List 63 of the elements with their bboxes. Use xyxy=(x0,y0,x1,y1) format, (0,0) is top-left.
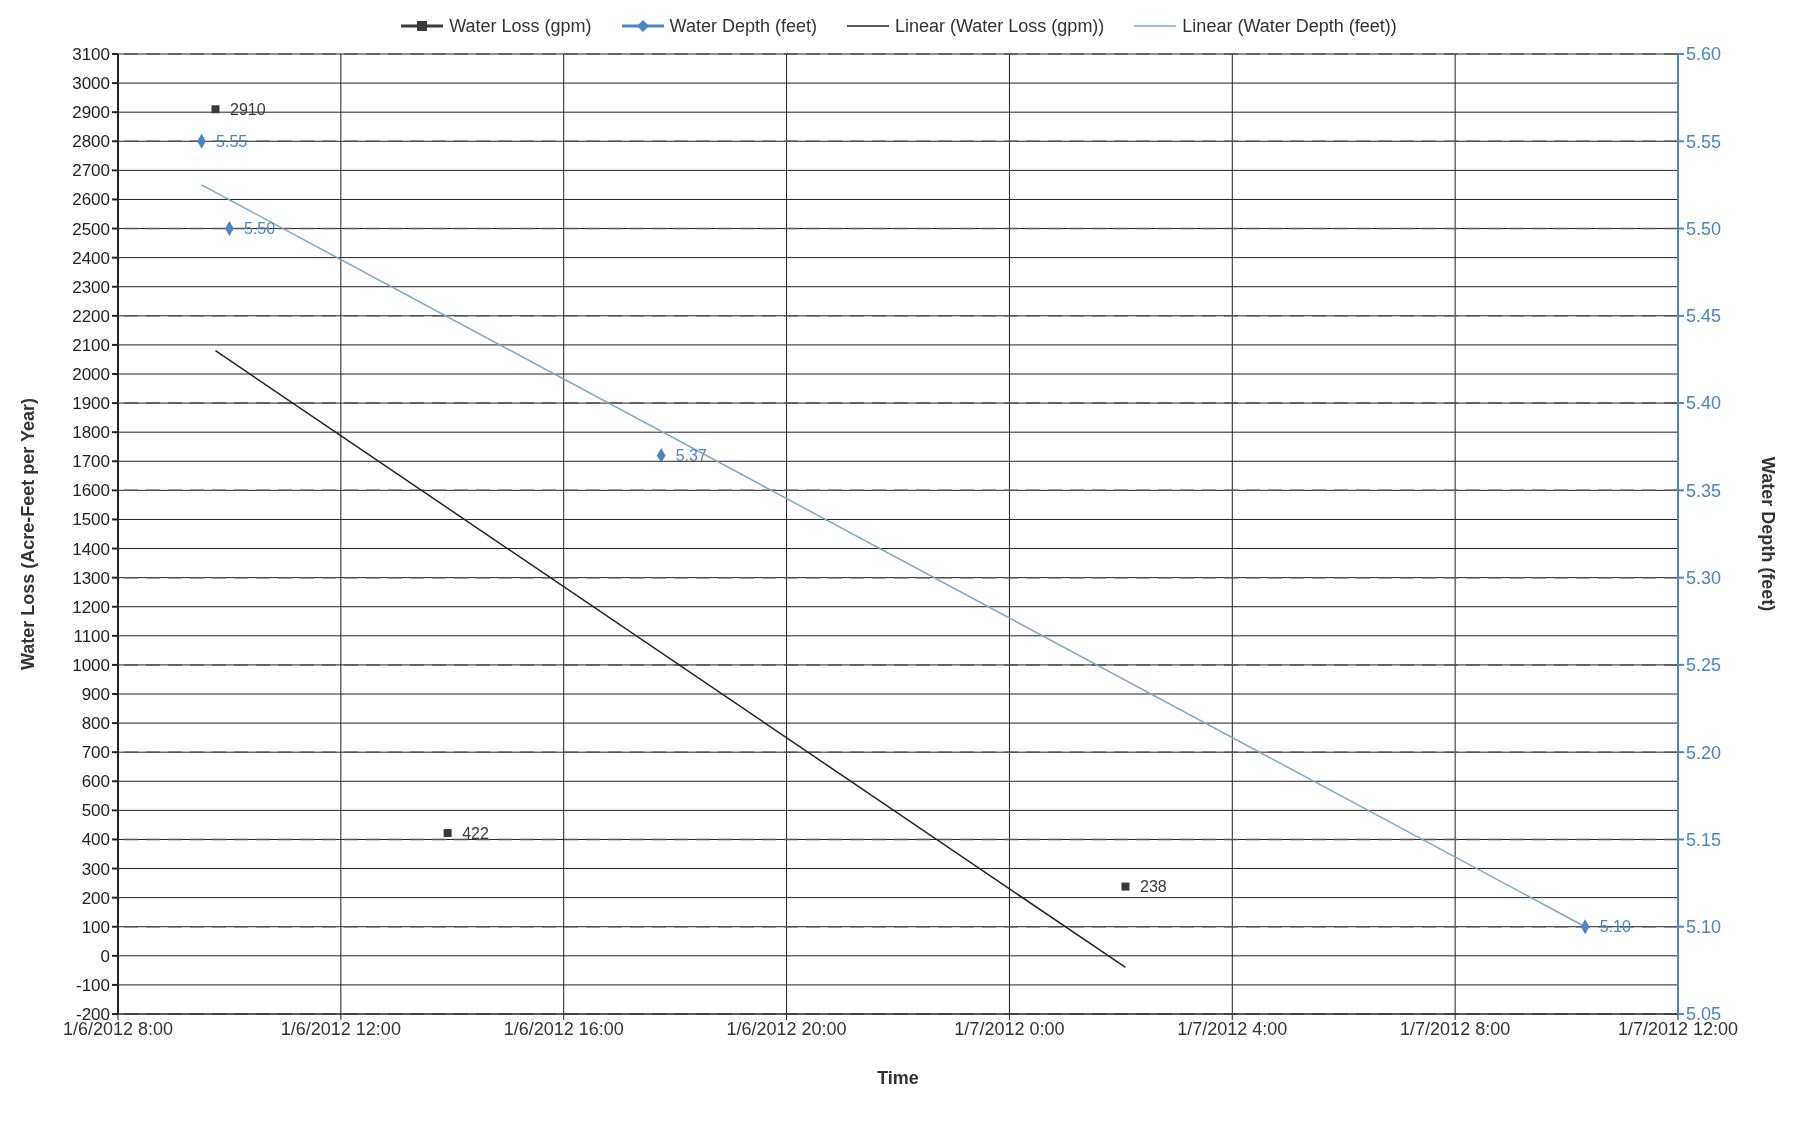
y-axis-title: Water Loss (Acre-Feet per Year) xyxy=(18,397,39,671)
y-tick-label: 600 xyxy=(81,772,110,792)
y-tick-label: 0 xyxy=(100,946,110,966)
y-tick-label: 2000 xyxy=(72,365,110,385)
legend-label: Linear (Water Depth (feet)) xyxy=(1181,15,1397,37)
x-axis-title: Time xyxy=(877,1068,919,1088)
y-tick-label: -100 xyxy=(75,975,110,995)
y-tick-label: 3000 xyxy=(72,74,110,94)
y2-tick-label: 5.20 xyxy=(1686,742,1722,763)
legend-label: Water Loss (gpm) xyxy=(448,15,592,37)
x-tick-label: 1/7/2012 4:00 xyxy=(1177,1018,1288,1039)
y2-tick-label: 5.35 xyxy=(1686,480,1722,501)
legend-label: Linear (Water Loss (gpm)) xyxy=(893,15,1105,37)
y-tick-label: 2100 xyxy=(72,335,110,355)
data-label: 238 xyxy=(1140,878,1167,896)
legend-label: Water Depth (feet) xyxy=(668,15,817,37)
y2-tick-label: 5.10 xyxy=(1686,917,1722,938)
y-tick-label: 2600 xyxy=(72,190,110,210)
x-tick-label: 1/7/2012 8:00 xyxy=(1400,1018,1511,1039)
y2-axis-title: Water Depth (feet) xyxy=(1757,456,1778,612)
point xyxy=(211,105,220,114)
y-tick-label: 700 xyxy=(81,743,110,763)
y-tick-label: 1200 xyxy=(72,597,110,617)
y-tick-label: 2300 xyxy=(72,277,110,297)
y-tick-label: 2200 xyxy=(72,306,110,326)
data-label: 422 xyxy=(462,824,489,842)
y2-tick-label: 5.45 xyxy=(1686,306,1722,327)
y-tick-label: 1400 xyxy=(72,539,110,559)
y-tick-label: 900 xyxy=(81,685,110,705)
y-tick-label: 2500 xyxy=(72,219,110,239)
x-tick-label: 1/6/2012 12:00 xyxy=(280,1018,401,1039)
y-tick-label: 1600 xyxy=(72,481,110,501)
y-tick-label: 1700 xyxy=(72,452,110,472)
x-tick-label: 1/7/2012 0:00 xyxy=(954,1018,1065,1039)
y-tick-label: 100 xyxy=(81,917,110,937)
y2-tick-label: 5.25 xyxy=(1686,655,1722,676)
y-tick-label: 1100 xyxy=(73,626,110,646)
y-tick-label: 2900 xyxy=(72,103,110,123)
y-tick-label: 800 xyxy=(81,714,110,734)
y-tick-label: 1900 xyxy=(72,394,110,414)
y2-tick-label: 5.30 xyxy=(1686,568,1722,589)
y-tick-label: 500 xyxy=(81,801,110,821)
y-tick-label: 400 xyxy=(81,830,110,850)
y-tick-label: 2800 xyxy=(72,132,110,152)
y-tick-label: 2400 xyxy=(72,248,110,268)
y-tick-label: 1500 xyxy=(72,510,110,530)
y-tick-label: 3100 xyxy=(72,45,110,65)
y-tick-label: 200 xyxy=(81,888,110,908)
y2-tick-label: 5.55 xyxy=(1686,131,1722,152)
point xyxy=(443,829,452,838)
y2-tick-label: 5.60 xyxy=(1686,44,1722,65)
y2-tick-label: 5.50 xyxy=(1686,218,1722,239)
y-tick-label: 1300 xyxy=(72,568,110,588)
y-tick-label: 2700 xyxy=(72,161,110,181)
y2-tick-label: 5.40 xyxy=(1686,393,1722,414)
y-tick-label: 300 xyxy=(81,859,110,879)
point xyxy=(1121,882,1130,891)
y-tick-label: 1800 xyxy=(72,423,110,443)
y2-tick-label: 5.15 xyxy=(1686,829,1722,850)
x-tick-label: 1/6/2012 16:00 xyxy=(503,1018,624,1039)
x-tick-label: 1/6/2012 20:00 xyxy=(726,1018,847,1039)
y-tick-label: 1000 xyxy=(72,655,110,675)
data-label: 5.37 xyxy=(675,447,707,465)
